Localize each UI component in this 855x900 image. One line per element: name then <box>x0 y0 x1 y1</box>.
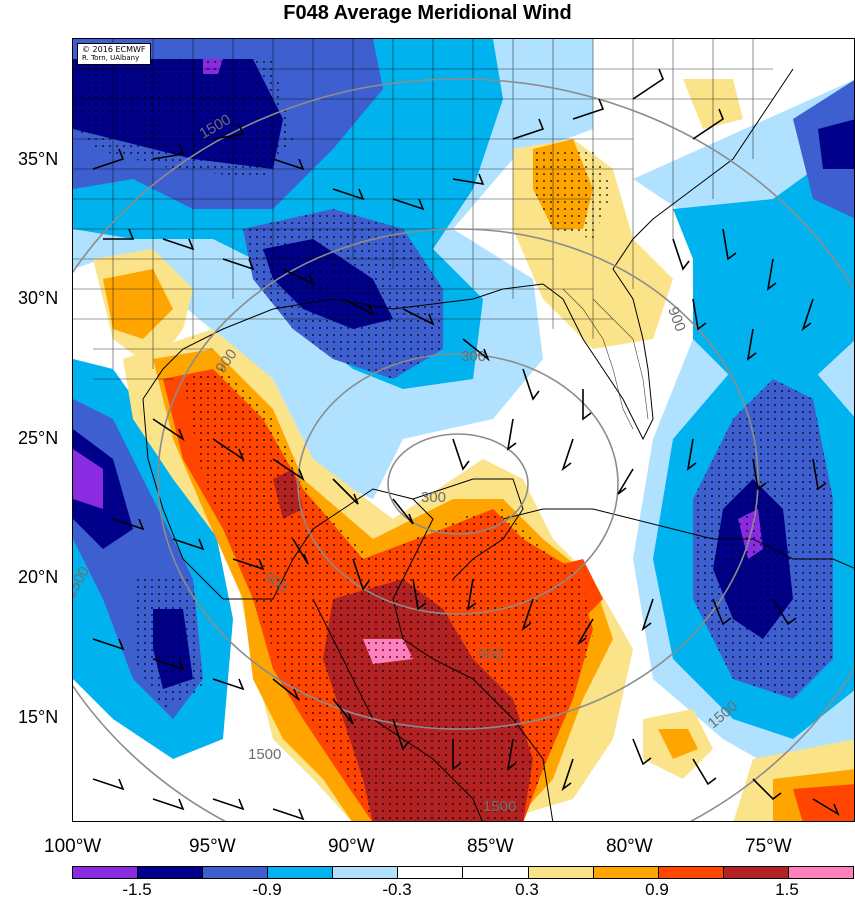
region-red-far-southeast <box>793 784 854 821</box>
colorbar-label: 0.9 <box>645 880 669 899</box>
contour-label: 300 <box>461 348 486 365</box>
colorbar-segment <box>138 867 204 878</box>
lon-label-80w: 80°W <box>606 836 653 857</box>
colorbar-label: 1.5 <box>775 880 799 899</box>
region-purple-mexico <box>73 449 103 509</box>
hispaniola <box>793 558 854 569</box>
stipple-gulf-tongue <box>183 369 593 821</box>
colorbar-label: -0.9 <box>252 880 282 899</box>
region-orange-southeast-patch <box>658 729 698 759</box>
lon-label-90w: 90°W <box>328 836 375 857</box>
colorbar-segment <box>73 867 139 878</box>
lat-label-35n: 35°N <box>18 149 59 169</box>
map-panel: © 2016 ECMWF R. Torn, UAlbany <box>72 38 855 822</box>
significance-stipple <box>73 59 833 821</box>
contour-ring-1500 <box>73 78 854 821</box>
colorbar-segment <box>463 867 529 878</box>
colorbar-label: -1.5 <box>122 880 152 899</box>
yucatan <box>412 478 524 580</box>
lat-label-30n: 30°N <box>18 288 59 308</box>
lat-label-20n: 20°N <box>18 567 59 587</box>
colorbar <box>72 866 854 879</box>
lon-label-100w: 100°W <box>44 836 102 857</box>
gulf-coast <box>142 283 564 400</box>
wind-barbs <box>92 68 840 821</box>
contour-ring-900 <box>157 228 759 730</box>
contour-ring-inner <box>387 433 529 535</box>
credit-box: © 2016 ECMWF R. Torn, UAlbany <box>77 43 151 65</box>
colorbar-segment <box>268 867 334 878</box>
credit-line-2: R. Torn, UAlbany <box>82 54 140 62</box>
florida-coast <box>562 68 794 441</box>
colorbar-segment <box>398 867 464 878</box>
figure-title: F048 Average Meridional Wind <box>283 2 572 24</box>
region-cyan-east <box>673 140 854 399</box>
contour-ring-300 <box>297 353 619 615</box>
contour-label: 900 <box>478 646 503 663</box>
lon-label-95w: 95°W <box>189 836 236 857</box>
map-svg: 300 300 900 900 900 1500 1500 1500 1500 … <box>73 39 854 821</box>
lat-label-15n: 15°N <box>18 707 59 727</box>
stipple-mexico-negative <box>133 579 203 709</box>
contour-label: 900 <box>664 305 689 334</box>
colorbar-segment <box>658 867 724 878</box>
credit-line-1: © 2016 ECMWF <box>82 45 146 54</box>
central-america <box>312 598 483 821</box>
cuba <box>502 508 794 560</box>
colorbar-segment <box>528 867 594 878</box>
stipple-north-negative <box>73 59 293 179</box>
colorbar-segment <box>333 867 399 878</box>
region-orange-texas <box>103 269 173 339</box>
colorbar-label: -0.3 <box>382 880 412 899</box>
contour-label: 300 <box>421 489 446 506</box>
coastlines <box>142 68 854 821</box>
region-navy-east-top <box>818 119 854 169</box>
stipple-east-negative <box>693 379 833 699</box>
county-boundaries <box>73 39 773 430</box>
colorbar-segment <box>593 867 659 878</box>
contour-label: 1500 <box>483 798 516 815</box>
mexico-coast <box>142 398 554 821</box>
lon-label-75w: 75°W <box>745 836 792 857</box>
lat-label-25n: 25°N <box>18 428 59 448</box>
colorbar-segment <box>203 867 269 878</box>
colorbar-segment <box>723 867 789 878</box>
colorbar-label: 0.3 <box>515 880 539 899</box>
colorbar-segment <box>788 867 853 878</box>
contour-label: 1500 <box>248 746 281 763</box>
contour-rings <box>73 78 854 821</box>
lon-label-85w: 85°W <box>467 836 514 857</box>
